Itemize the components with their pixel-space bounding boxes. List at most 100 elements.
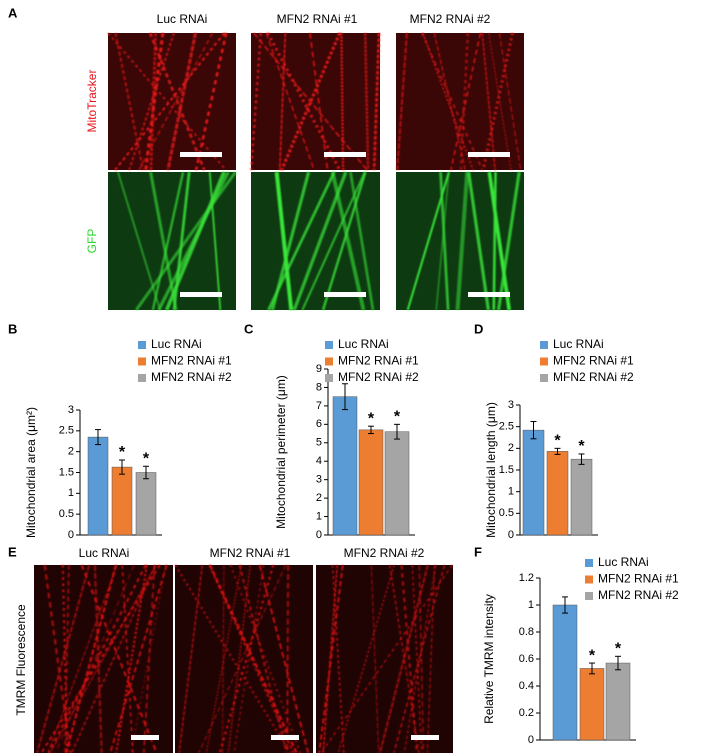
fiber — [421, 32, 484, 171]
row-label: MitoTracker — [85, 70, 99, 133]
significance: * — [143, 450, 150, 467]
fiber — [238, 564, 288, 753]
fiber — [433, 32, 467, 171]
micrograph — [175, 565, 313, 753]
fiber — [481, 32, 497, 171]
legend-swatch — [540, 341, 548, 349]
fiber — [396, 32, 409, 171]
y-axis-label: Relative TMRM intensity — [482, 594, 496, 724]
y-tick-label: 1 — [68, 487, 74, 499]
fiber — [487, 171, 512, 311]
significance: * — [589, 647, 596, 664]
fiber — [49, 564, 157, 753]
error-bar — [589, 662, 595, 675]
bar — [579, 668, 605, 741]
panel-label: C — [244, 321, 254, 336]
scale-bar — [324, 292, 366, 297]
error-bar — [119, 459, 125, 475]
error-bar — [368, 425, 374, 435]
fiber — [249, 32, 263, 171]
fiber — [208, 564, 298, 753]
column-label: Luc RNAi — [79, 546, 130, 560]
y-tick-label: 1 — [316, 510, 322, 522]
bar — [111, 466, 133, 536]
fiber — [270, 171, 311, 311]
panel-label: B — [8, 321, 17, 336]
legend-label: Luc RNAi — [338, 337, 389, 351]
scale-bar — [180, 152, 222, 157]
row-label: TMRM Fluorescence — [14, 604, 28, 716]
y-tick-label: 0.4 — [519, 680, 534, 692]
fiber — [363, 32, 370, 171]
fiber — [439, 171, 450, 311]
column-label: MFN2 RNAi #2 — [410, 12, 491, 26]
y-tick-label: 1 — [528, 599, 534, 611]
fiber — [492, 171, 497, 311]
panel-label: F — [474, 544, 482, 559]
fiber — [172, 171, 191, 311]
fiber — [459, 32, 470, 171]
fiber — [70, 564, 157, 753]
panel-label: A — [8, 5, 18, 20]
bar — [522, 429, 545, 536]
fiber — [265, 32, 315, 171]
legend-label: Luc RNAi — [598, 555, 649, 569]
fiber — [393, 564, 446, 753]
legend-label: MFN2 RNAi #2 — [151, 370, 232, 384]
fiber — [349, 171, 375, 311]
fibers — [174, 564, 310, 753]
bar — [332, 396, 358, 536]
fiber — [278, 32, 287, 171]
y-tick-label: 0 — [316, 529, 322, 541]
fiber — [115, 564, 148, 753]
fiber — [496, 171, 521, 311]
y-tick-label: 0 — [528, 734, 534, 746]
legend-label: Luc RNAi — [151, 337, 202, 351]
fiber — [178, 564, 204, 753]
y-tick-label: 2 — [68, 446, 74, 458]
significance: * — [578, 438, 585, 455]
y-tick-label: 1 — [508, 486, 514, 498]
legend-swatch — [325, 341, 333, 349]
bar — [605, 662, 631, 741]
fiber — [40, 564, 161, 753]
fibers — [107, 32, 228, 171]
column-label: Luc RNAi — [157, 12, 208, 26]
fiber — [93, 564, 103, 753]
y-tick-label: 1.2 — [519, 572, 534, 584]
y-tick-label: 8 — [316, 381, 322, 393]
fibers — [36, 564, 168, 753]
fiber — [372, 32, 381, 171]
fiber — [194, 32, 228, 171]
fiber — [422, 32, 474, 171]
fibers — [117, 171, 237, 311]
fiber — [144, 32, 165, 171]
y-tick-label: 4 — [316, 455, 322, 467]
fiber — [498, 32, 522, 171]
fiber — [280, 32, 342, 171]
fiber — [134, 171, 237, 311]
column-label: MFN2 RNAi #1 — [210, 546, 291, 560]
scale-bar — [468, 292, 510, 297]
panel-label: E — [8, 544, 17, 559]
legend-label: MFN2 RNAi #2 — [553, 370, 634, 384]
error-bar — [394, 423, 400, 440]
error-bar — [578, 453, 585, 465]
legend-swatch — [325, 374, 333, 382]
legend-swatch — [138, 374, 146, 382]
bar — [135, 472, 157, 536]
bar — [358, 429, 384, 536]
fiber — [47, 564, 147, 753]
legend-label: MFN2 RNAi #1 — [338, 354, 419, 368]
column-label: MFN2 RNAi #2 — [344, 546, 425, 560]
scale-bar — [131, 735, 159, 740]
fiber — [309, 32, 329, 171]
fiber — [450, 32, 482, 171]
fiber — [36, 564, 91, 753]
y-axis-label: Mitochondrial length (μm) — [484, 402, 498, 538]
fiber — [114, 32, 145, 171]
fiber — [467, 171, 490, 311]
fiber — [61, 564, 69, 753]
legend-label: Luc RNAi — [553, 337, 604, 351]
